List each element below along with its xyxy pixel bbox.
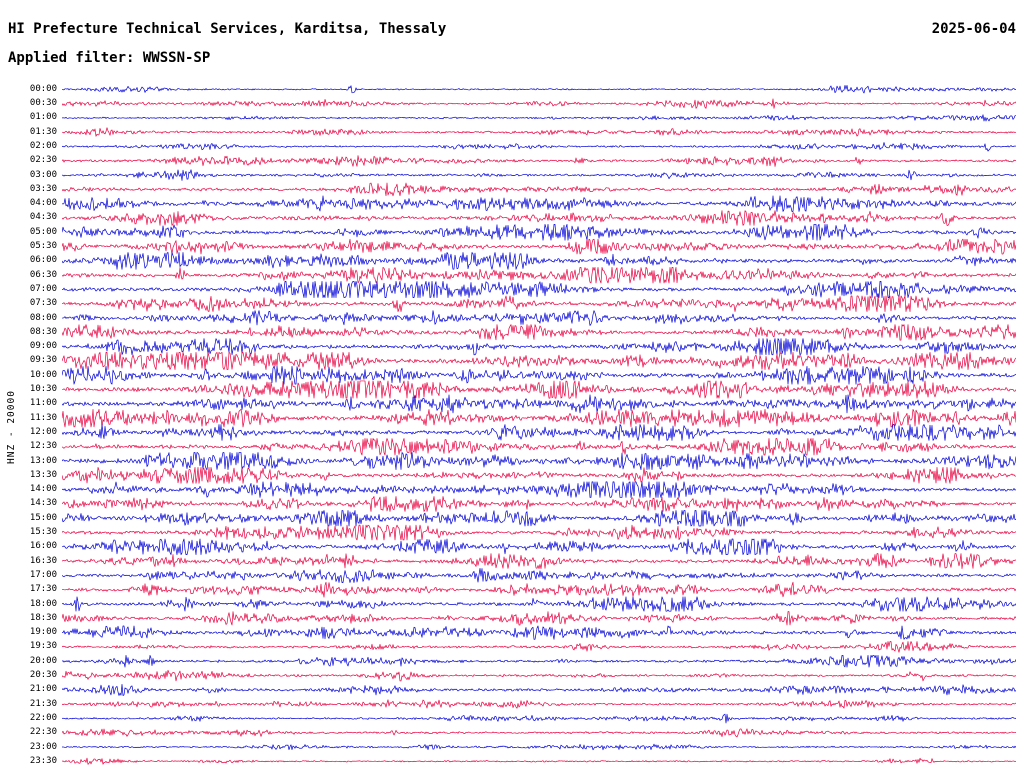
time-label: 07:00 (29, 283, 57, 294)
time-label: 23:30 (29, 755, 57, 766)
time-label: 05:00 (29, 226, 57, 237)
time-label: 15:30 (29, 527, 57, 538)
time-label: 15:00 (29, 512, 57, 523)
time-label: 14:00 (29, 484, 57, 495)
time-label: 10:30 (29, 384, 57, 395)
time-label: 20:00 (29, 655, 57, 666)
filter-label: Applied filter: WWSSN-SP (8, 50, 211, 66)
time-label: 17:30 (29, 584, 57, 595)
time-label: 02:00 (29, 140, 57, 151)
time-label: 04:00 (29, 198, 57, 209)
time-label: 16:00 (29, 541, 57, 552)
date-label: 2025-06-04 (931, 21, 1016, 37)
time-label: 19:30 (29, 641, 57, 652)
time-label: 08:30 (29, 326, 57, 337)
time-label: 12:30 (29, 441, 57, 452)
time-label: 00:30 (29, 98, 57, 109)
time-label: 02:30 (29, 155, 57, 166)
time-label: 09:00 (29, 341, 57, 352)
time-label: 11:30 (29, 412, 57, 423)
time-label: 22:00 (29, 712, 57, 723)
time-label: 22:30 (29, 727, 57, 738)
time-label: 16:30 (29, 555, 57, 566)
time-label: 04:30 (29, 212, 57, 223)
time-label: 09:30 (29, 355, 57, 366)
time-label: 03:30 (29, 183, 57, 194)
time-label: 17:00 (29, 569, 57, 580)
time-label: 05:30 (29, 241, 57, 252)
time-label: 00:00 (29, 83, 57, 94)
time-label: 19:00 (29, 627, 57, 638)
time-label: 13:30 (29, 469, 57, 480)
time-label: 23:00 (29, 741, 57, 752)
time-label: 10:00 (29, 369, 57, 380)
time-label: 07:30 (29, 298, 57, 309)
time-label: 18:00 (29, 598, 57, 609)
time-label: 01:00 (29, 112, 57, 123)
time-label: 03:00 (29, 169, 57, 180)
time-label: 01:30 (29, 126, 57, 137)
time-label: 06:30 (29, 269, 57, 280)
time-label: 21:30 (29, 698, 57, 709)
page-title: HI Prefecture Technical Services, Kardit… (8, 21, 447, 37)
time-label: 20:30 (29, 670, 57, 680)
seismogram-traces-canvas (62, 80, 1016, 776)
time-label: 06:00 (29, 255, 57, 266)
time-label: 14:30 (29, 498, 57, 509)
time-label: 11:00 (29, 398, 57, 409)
time-label: 18:30 (29, 612, 57, 623)
time-label: 12:00 (29, 426, 57, 437)
time-label: 21:00 (29, 684, 57, 695)
time-label: 13:00 (29, 455, 57, 466)
time-label: 08:00 (29, 312, 57, 323)
